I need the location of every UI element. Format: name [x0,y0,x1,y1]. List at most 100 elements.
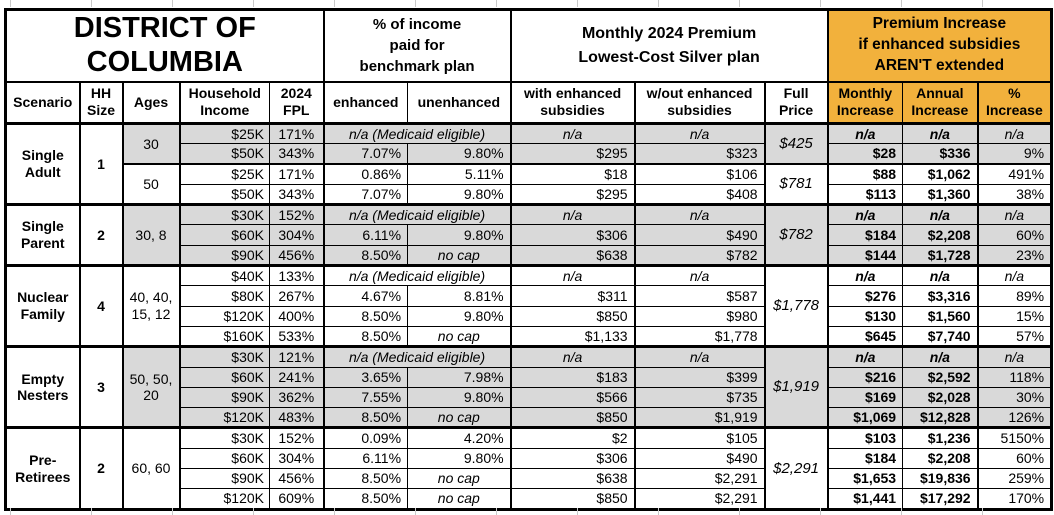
enhanced-pct-cell: 6.11% [322,224,409,246]
monthly-increase-cell: $169 [826,386,904,409]
monthly-increase-cell: $130 [826,305,904,327]
group-header-row: DISTRICT OF COLUMBIA % of income paid fo… [4,9,1053,83]
table-row: $120K 483% 8.50% no cap $850 $1,919 $1,069 $12,… [6,407,1053,429]
fpl-cell: 343% [268,183,325,206]
monthly-increase-cell: $1,441 [826,488,904,510]
full-price-cell: $2,291 [763,426,829,510]
hh-size-cell: 2 [78,203,123,267]
col-header-pct-increase: % Increase [976,81,1053,125]
pct-increase-cell: 491% [976,163,1053,185]
scenario-cell: Empty Nesters [5,345,80,429]
with-subsidies-premium-cell: $638 [509,244,636,267]
fpl-cell: 456% [268,468,325,490]
without-subsidies-premium-cell: $105 [633,426,766,449]
annual-increase-cell: $1,728 [902,244,979,267]
with-subsidies-premium-cell: $1,133 [509,325,636,348]
pct-increase-cell: 57% [976,325,1053,348]
ages-cell: 50, 50, 20 [121,345,180,429]
with-subsidies-premium-cell: $2 [509,426,636,449]
annual-increase-cell: $2,028 [902,386,979,409]
enhanced-pct-cell: 6.11% [322,447,409,470]
enhanced-pct-cell: 7.07% [322,143,409,165]
table-row: Empty Nesters 3 50, 50, 20 $30K 121% n/a (Med… [5,345,1053,429]
with-subsidies-premium-cell: $18 [509,163,636,185]
with-subsidies-premium-cell: $638 [509,468,636,490]
without-subsidies-premium-cell: n/a [633,264,766,287]
full-price-cell: $1,919 [763,345,829,429]
monthly-increase-cell: $184 [826,447,904,470]
annual-increase-cell: $2,208 [902,447,979,470]
annual-increase-cell: $12,828 [902,407,979,429]
col-header-ages: Ages [121,81,180,125]
annual-increase-cell: $336 [902,143,979,165]
col-header-hh-size: HH Size [78,81,123,125]
spreadsheet-gridlines-bottom [10,508,1050,515]
without-subsidies-premium-cell: $2,291 [633,488,766,510]
table-title: DISTRICT OF COLUMBIA [4,9,325,83]
monthly-increase-cell: $113 [826,183,904,206]
full-price-cell: $781 [763,163,829,206]
premium-table-body: Single Adult 1 30 $25K 171% n/a (Medicaid eli… [5,121,1053,510]
without-subsidies-premium-cell: $980 [633,305,766,327]
benchmark-group-header: % of income paid for benchmark plan [322,9,512,83]
with-subsidies-premium-cell: n/a [509,203,636,226]
monthly-increase-cell: n/a [826,121,904,145]
without-subsidies-premium-cell: n/a [633,345,766,368]
increase-group-header: Premium Increase if enhanced subsidies A… [826,9,1053,83]
income-cell: $50K [178,143,270,165]
enhanced-pct-cell: 8.50% [322,325,409,348]
income-cell: $160K [178,325,270,348]
enhanced-pct-cell: 8.50% [322,488,409,510]
annual-increase-cell: n/a [902,121,979,145]
fpl-cell: 241% [268,366,325,388]
fpl-cell: 304% [268,447,325,470]
income-cell: $50K [178,183,270,206]
income-cell: $60K [178,447,270,470]
table-row: 50 $25K 171% 0.86% 5.11% $18 $106 $781 $88 $1,062… [6,163,1053,206]
fpl-cell: 456% [268,244,325,267]
monthly-increase-cell: n/a [826,264,904,287]
enhanced-pct-cell: 8.50% [322,407,409,429]
income-cell: $30K [178,345,270,368]
without-subsidies-premium-cell: $2,291 [633,468,766,490]
pct-increase-cell: 170% [976,488,1053,510]
unenhanced-pct-cell: no cap [407,244,512,267]
annual-increase-cell: n/a [902,264,979,287]
without-subsidies-premium-cell: $1,778 [633,325,766,348]
income-cell: $90K [178,468,270,490]
without-subsidies-premium-cell: $399 [633,366,766,388]
table-row: Nuclear Family 4 40, 40, 15, 12 $40K 133% n/a… [5,264,1053,348]
annual-increase-cell: $1,560 [902,305,979,327]
enhanced-pct-cell: 4.67% [322,285,409,307]
column-header-row: Scenario HH Size Ages Household Income 2… [5,81,1053,125]
col-header-without-subsidies: w/out enhanced subsidies [633,81,766,125]
with-subsidies-premium-cell: $566 [509,386,636,409]
income-cell: $60K [178,366,270,388]
with-subsidies-premium-cell: $311 [509,285,636,307]
unenhanced-pct-cell: 5.11% [407,163,512,185]
without-subsidies-premium-cell: n/a [633,121,766,145]
income-cell: $90K [178,244,270,267]
fpl-cell: 152% [268,203,325,226]
income-cell: $120K [178,305,270,327]
table-row: $50K 343% 7.07% 9.80% $295 $323 $28 $336 9% [6,143,1053,165]
monthly-increase-cell: n/a [826,203,904,226]
monthly-increase-cell: $28 [826,143,904,165]
col-header-scenario: Scenario [5,81,80,125]
with-subsidies-premium-cell: $306 [509,447,636,470]
full-price-cell: $1,778 [763,264,829,348]
table-row: $50K 343% 7.07% 9.80% $295 $408 $113 $1,360 38% [6,183,1053,206]
fpl-cell: 400% [268,305,325,327]
annual-increase-cell: $19,836 [902,468,979,490]
pct-increase-cell: n/a [976,264,1053,287]
annual-increase-cell: $2,592 [902,366,979,388]
without-subsidies-premium-cell: $1,919 [633,407,766,429]
unenhanced-pct-cell: 9.80% [407,183,512,206]
col-header-full-price: Full Price [763,81,829,125]
pct-increase-cell: 38% [976,183,1053,206]
monthly-increase-cell: $88 [826,163,904,185]
pct-increase-cell: n/a [976,203,1053,226]
scenario-cell: Single Adult [5,121,80,206]
medicaid-note-cell: n/a (Medicaid eligible) [322,264,512,287]
fpl-cell: 609% [268,488,325,510]
